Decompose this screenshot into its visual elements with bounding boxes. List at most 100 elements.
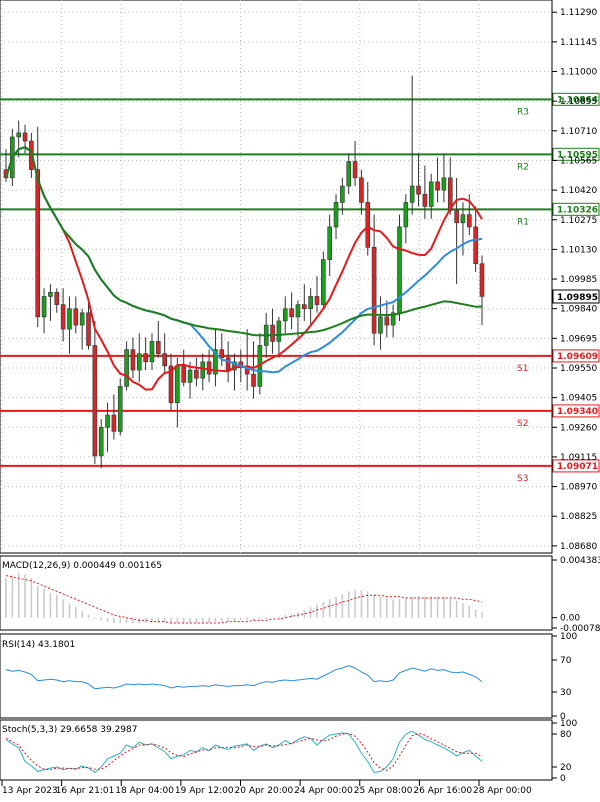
price-tick-label: 1.11145: [560, 38, 597, 48]
ma-line: [5, 146, 483, 337]
price-tick-label: 1.09985: [560, 275, 597, 285]
candle-down: [194, 369, 199, 379]
candlesticks: [3, 75, 485, 469]
candle-down: [270, 324, 275, 342]
candle-up: [321, 259, 326, 305]
macd-panel: MACD(12,26,9) 0.000449 0.001165 0.004383…: [0, 555, 600, 634]
candle-down: [156, 341, 161, 354]
candle-up: [390, 312, 396, 326]
main-price-panel: R3 1.10864 R2 1.10595 R1 1.10326 S1 1.09609 S2 1.…: [0, 0, 600, 780]
candle-up: [117, 386, 123, 432]
x-tick-label: 19 Apr 12:00: [175, 786, 234, 796]
price-tick-label: 1.10275: [560, 216, 597, 226]
candle-down: [35, 169, 41, 318]
candle-down: [54, 292, 60, 305]
panel-tick-label: 70: [560, 656, 572, 666]
candle-up: [340, 185, 345, 203]
rsi-line: [5, 665, 483, 690]
candle-down: [86, 312, 91, 346]
level-tag-S1: [552, 349, 600, 363]
level-tag-R2: [552, 147, 600, 161]
candle-down: [162, 353, 167, 367]
level-name-R3: R3: [517, 107, 529, 117]
price-tick-label: 1.09405: [560, 394, 597, 404]
price-tick-label: 1.10130: [560, 245, 597, 255]
candle-down: [314, 296, 320, 305]
horizontal-gridlines: [0, 11, 552, 547]
candle-up: [136, 353, 142, 371]
price-tick-label: 1.10420: [560, 186, 597, 196]
price-tick-label: 1.09840: [560, 305, 597, 315]
candle-down: [359, 177, 364, 203]
candle-up: [79, 312, 85, 326]
candle-down: [60, 304, 66, 330]
candle-down: [181, 365, 187, 383]
candle-down: [454, 210, 459, 224]
stoch-panel-label: Stoch(5,3,3) 29.6658 39.2987: [2, 725, 137, 735]
candle-down: [365, 202, 371, 248]
level-tag-R1: [552, 202, 600, 216]
candle-up: [41, 296, 47, 318]
candle-up: [124, 349, 129, 387]
candle-up: [441, 177, 447, 191]
candle-up: [16, 132, 21, 138]
candle-down: [416, 185, 421, 195]
candle-down: [143, 353, 148, 363]
x-tick-label: 24 Apr 00:00: [294, 786, 353, 796]
candle-down: [206, 361, 212, 375]
candle-up: [48, 292, 53, 297]
candle-up: [98, 426, 104, 457]
price-axis: 1.11290 1.11145 1.11000 1.10855 1.10710 1.105…: [552, 8, 597, 552]
candle-up: [308, 296, 313, 309]
price-tick-label: 1.08825: [560, 512, 597, 522]
macd-panel-frame: [0, 555, 553, 631]
candle-up: [295, 304, 301, 318]
candle-up: [409, 185, 415, 203]
candle-down: [168, 365, 174, 404]
candle-up: [428, 181, 434, 207]
candle-down: [479, 263, 485, 297]
rsi-panel: RSI(14) 43.1801 100 70 30 0: [0, 632, 577, 722]
candle-down: [384, 316, 390, 326]
candle-up: [213, 349, 218, 375]
level-value-S2: 1.09340: [557, 407, 598, 417]
price-tick-label: 1.11290: [560, 8, 597, 18]
candle-up: [282, 308, 288, 322]
level-value-S1: 1.09609: [557, 352, 598, 362]
candle-down: [422, 193, 428, 207]
macd-signal-line: [5, 575, 483, 624]
candle-down: [435, 181, 440, 191]
candle-up: [149, 341, 155, 363]
level-tag-S3: [552, 459, 600, 473]
candle-up: [403, 202, 409, 228]
x-tick-label: 25 Apr 08:00: [354, 786, 413, 796]
candle-down: [473, 226, 478, 265]
candle-down: [371, 247, 377, 334]
main-panel-frame: [0, 0, 553, 554]
candle-up: [397, 226, 402, 314]
candle-up: [276, 320, 282, 342]
candle-up: [175, 365, 180, 404]
price-tick-label: 1.09550: [560, 364, 597, 374]
panel-tick-label: 0: [560, 712, 566, 722]
stoch-k-line: [5, 730, 483, 774]
x-tick-label: 28 Apr 00:00: [473, 786, 532, 796]
price-tick-label: 1.10710: [560, 127, 597, 137]
level-name-S1: S1: [517, 364, 528, 374]
candle-down: [301, 304, 307, 309]
price-tick-label: 1.09260: [560, 423, 597, 433]
rsi-panel-label: RSI(14) 43.1801: [2, 640, 75, 650]
price-tick-label: 1.10855: [560, 97, 597, 107]
x-tick-label: 20 Apr 20:00: [235, 786, 294, 796]
x-tick-label: 18 Apr 04:00: [115, 786, 174, 796]
panel-tick-label: 0.004383: [560, 556, 600, 566]
panel-tick-label: 100: [560, 719, 577, 729]
moving-averages: [5, 146, 483, 391]
level-value-R1: 1.10326: [557, 205, 598, 215]
panel-tick-label: 0.00: [560, 614, 580, 624]
candle-up: [346, 161, 352, 187]
x-tick-label: 16 Apr 21:01: [56, 786, 115, 796]
